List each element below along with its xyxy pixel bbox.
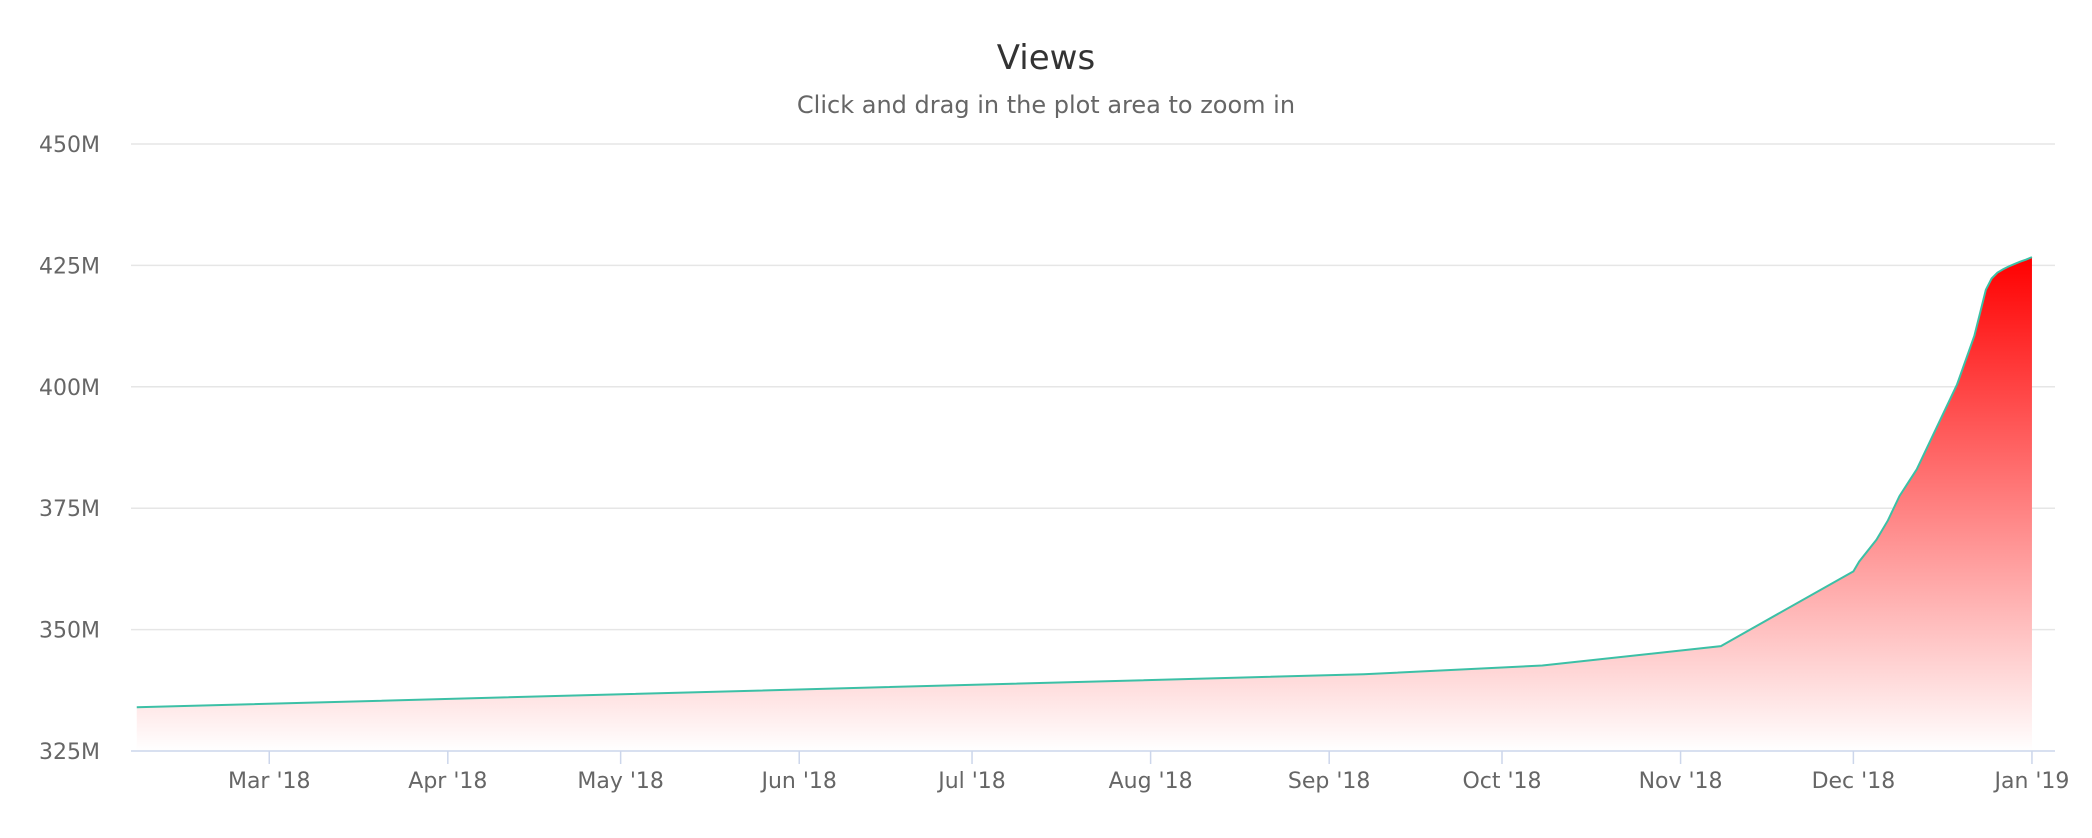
- y-axis-labels: 325M 350M 375M 400M 425M 450M: [39, 133, 100, 765]
- x-tick-label: Apr '18: [408, 769, 487, 794]
- y-tick-label: 450M: [39, 133, 100, 158]
- x-tick-label: May '18: [577, 769, 664, 794]
- chart-title: Views: [997, 38, 1095, 78]
- x-tick-label: Aug '18: [1109, 769, 1193, 794]
- x-tick-label: Mar '18: [228, 769, 311, 794]
- y-tick-label: 425M: [39, 254, 100, 279]
- series-area-fill: [136, 257, 2032, 751]
- x-tick-label: Sep '18: [1288, 769, 1371, 794]
- x-tick-label: Oct '18: [1462, 769, 1541, 794]
- chart-subtitle: Click and drag in the plot area to zoom …: [797, 91, 1295, 119]
- y-tick-label: 325M: [39, 740, 100, 765]
- x-tick-label: Dec '18: [1812, 769, 1896, 794]
- y-tick-label: 400M: [39, 376, 100, 401]
- x-tick-label: Jun '18: [760, 769, 837, 794]
- x-tick-label: Nov '18: [1639, 769, 1723, 794]
- gridlines: [131, 143, 2055, 631]
- x-tick-label: Jan '19: [1992, 769, 2069, 794]
- series-line[interactable]: [136, 256, 2033, 709]
- y-tick-label: 375M: [39, 497, 100, 522]
- y-tick-label: 350M: [39, 619, 100, 644]
- x-axis: Mar '18 Apr '18 May '18 Jun '18 Jul '18 Aug '…: [131, 750, 2069, 794]
- x-tick-label: Jul '18: [936, 769, 1006, 794]
- plot-area[interactable]: [136, 256, 2033, 751]
